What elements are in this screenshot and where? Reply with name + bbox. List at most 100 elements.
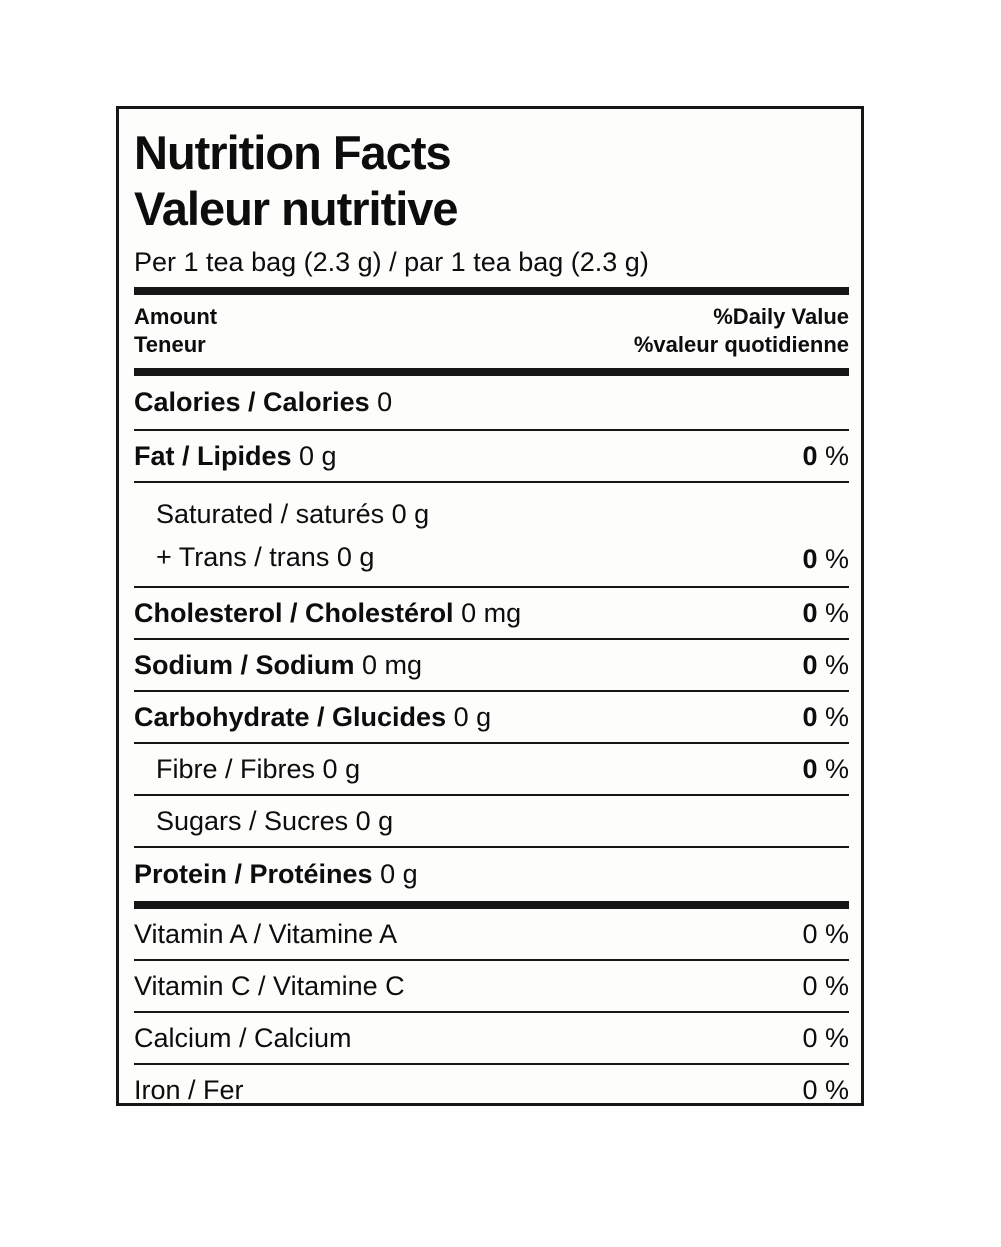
daily-value-number: 0 xyxy=(802,753,818,784)
nutrient-name: Calcium / Calcium xyxy=(134,1022,352,1053)
daily-value-percent-sign: % xyxy=(817,970,849,1001)
nutrient-label-iron: Iron / Fer xyxy=(134,1074,244,1105)
divider-thin xyxy=(134,959,849,961)
nutrient-name: Protein / Protéines xyxy=(134,859,373,889)
column-header-row: Amount Teneur %Daily Value %valeur quoti… xyxy=(134,295,849,368)
nutrient-row-calories: Calories / Calories 0 xyxy=(134,376,849,429)
divider-thin xyxy=(134,429,849,431)
daily-value-number: 0 xyxy=(802,597,818,628)
nutrient-name: Fat / Lipides xyxy=(134,440,292,471)
nutrient-name: + Trans / trans xyxy=(156,542,330,572)
nutrient-amount: 0 g xyxy=(372,859,418,889)
nutrition-facts-label: Nutrition Facts Valeur nutritive Per 1 t… xyxy=(116,106,864,1106)
nutrient-label-carbohydrate: Carbohydrate / Glucides 0 g xyxy=(134,702,491,733)
daily-value-percent-sign: % xyxy=(817,753,849,784)
nutrient-label-vitamin-a: Vitamin A / Vitamine A xyxy=(134,919,397,950)
nutrient-amount: 0 mg xyxy=(354,649,423,680)
daily-value-saturated-trans-fat: 0 % xyxy=(802,544,849,579)
nutrient-label-calcium: Calcium / Calcium xyxy=(134,1023,352,1054)
daily-value-header-french: %valeur quotidienne xyxy=(633,332,849,357)
divider-thin xyxy=(134,1063,849,1065)
nutrient-name: Vitamin C / Vitamine C xyxy=(134,970,405,1001)
divider-thin xyxy=(134,742,849,744)
daily-value-percent-sign: % xyxy=(817,544,849,574)
amount-header: Amount Teneur xyxy=(134,303,217,359)
nutrient-label-protein: Protein / Protéines 0 g xyxy=(134,859,418,890)
nutrient-row-iron: Iron / Fer 0 % xyxy=(134,1065,849,1105)
daily-value-percent-sign: % xyxy=(817,597,849,628)
nutrient-label-vitamin-c: Vitamin C / Vitamine C xyxy=(134,971,405,1002)
divider-thin xyxy=(134,794,849,796)
nutrient-name: Iron / Fer xyxy=(134,1074,244,1105)
nutrient-amount: 0 xyxy=(369,387,393,417)
divider-thin xyxy=(134,1011,849,1013)
daily-value-number: 0 xyxy=(802,701,818,732)
title-french: Valeur nutritive xyxy=(134,182,459,235)
daily-value-vitamin-c: 0 % xyxy=(802,971,849,1002)
daily-value-number: 0 xyxy=(802,1074,818,1105)
serving-size: Per 1 tea bag (2.3 g) / par 1 tea bag (2… xyxy=(134,247,649,277)
divider-thin xyxy=(134,690,849,692)
nutrient-label-cholesterol: Cholesterol / Cholestérol 0 mg xyxy=(134,598,521,629)
nutrient-name: Vitamin A / Vitamine A xyxy=(134,918,398,949)
title-english: Nutrition Facts xyxy=(134,126,452,179)
divider-thin xyxy=(134,638,849,640)
amount-header-french: Teneur xyxy=(134,332,206,357)
divider-thin xyxy=(134,586,849,588)
nutrient-amount: 0 g xyxy=(348,805,394,836)
daily-value-number: 0 xyxy=(802,544,818,574)
daily-value-number: 0 xyxy=(802,440,818,471)
nutrient-label-fat: Fat / Lipides 0 g xyxy=(134,441,337,472)
nutrient-name: Carbohydrate / Glucides xyxy=(134,701,447,732)
nutrient-row-sodium: Sodium / Sodium 0 mg 0 % xyxy=(134,640,849,690)
daily-value-percent-sign: % xyxy=(817,649,849,680)
nutrient-amount: 0 mg xyxy=(453,597,522,628)
daily-value-header-english: %Daily Value xyxy=(713,304,849,329)
daily-value-cholesterol: 0 % xyxy=(802,598,849,629)
nutrient-label-fibre: Fibre / Fibres 0 g xyxy=(134,754,360,785)
daily-value-percent-sign: % xyxy=(817,1022,849,1053)
nutrient-name: Sugars / Sucres xyxy=(156,805,349,836)
nutrient-row-fat: Fat / Lipides 0 g 0 % xyxy=(134,431,849,481)
daily-value-header: %Daily Value %valeur quotidienne xyxy=(634,303,849,359)
nutrient-name: Calories / Calories xyxy=(134,387,370,417)
nutrient-label-calories: Calories / Calories 0 xyxy=(134,387,392,418)
daily-value-number: 0 xyxy=(802,970,818,1001)
daily-value-fibre: 0 % xyxy=(802,754,849,785)
daily-value-calcium: 0 % xyxy=(802,1023,849,1054)
nutrient-name: Fibre / Fibres xyxy=(156,753,316,784)
divider-thin xyxy=(134,481,849,483)
nutrient-amount: 0 g xyxy=(446,701,492,732)
daily-value-number: 0 xyxy=(802,1022,818,1053)
daily-value-carbohydrate: 0 % xyxy=(802,702,849,733)
daily-value-vitamin-a: 0 % xyxy=(802,919,849,950)
nutrient-name: Sodium / Sodium xyxy=(134,649,355,680)
nutrient-name: Cholesterol / Cholestérol xyxy=(134,597,454,628)
daily-value-percent-sign: % xyxy=(817,1074,849,1105)
nutrient-row-vitamin-a: Vitamin A / Vitamine A 0 % xyxy=(134,909,849,959)
nutrient-row-cholesterol: Cholesterol / Cholestérol 0 mg 0 % xyxy=(134,588,849,638)
divider-thick-header xyxy=(134,368,849,376)
daily-value-percent-sign: % xyxy=(817,918,849,949)
nutrient-row-protein: Protein / Protéines 0 g xyxy=(134,848,849,901)
nutrient-amount: 0 g xyxy=(291,440,337,471)
daily-value-number: 0 xyxy=(802,918,818,949)
daily-value-number: 0 xyxy=(802,649,818,680)
nutrient-row-fibre: Fibre / Fibres 0 g 0 % xyxy=(134,744,849,794)
nutrient-row-sugars: Sugars / Sucres 0 g xyxy=(134,796,849,846)
divider-thin xyxy=(134,846,849,848)
nutrient-name: Saturated / saturés xyxy=(156,499,385,529)
daily-value-percent-sign: % xyxy=(817,440,849,471)
nutrient-row-saturated-trans-fat: Saturated / saturés 0 g + Trans / trans 0… xyxy=(134,483,849,586)
daily-value-sodium: 0 % xyxy=(802,650,849,681)
amount-header-english: Amount xyxy=(134,304,218,329)
nutrient-label-saturated-trans-fat: Saturated / saturés 0 g + Trans / trans 0… xyxy=(134,493,429,579)
nutrient-row-carbohydrate: Carbohydrate / Glucides 0 g 0 % xyxy=(134,692,849,742)
nutrient-label-sodium: Sodium / Sodium 0 mg xyxy=(134,650,422,681)
divider-thick-top xyxy=(134,287,849,295)
daily-value-percent-sign: % xyxy=(817,701,849,732)
nutrient-amount: 0 g xyxy=(315,753,361,784)
nutrient-row-calcium: Calcium / Calcium 0 % xyxy=(134,1013,849,1063)
